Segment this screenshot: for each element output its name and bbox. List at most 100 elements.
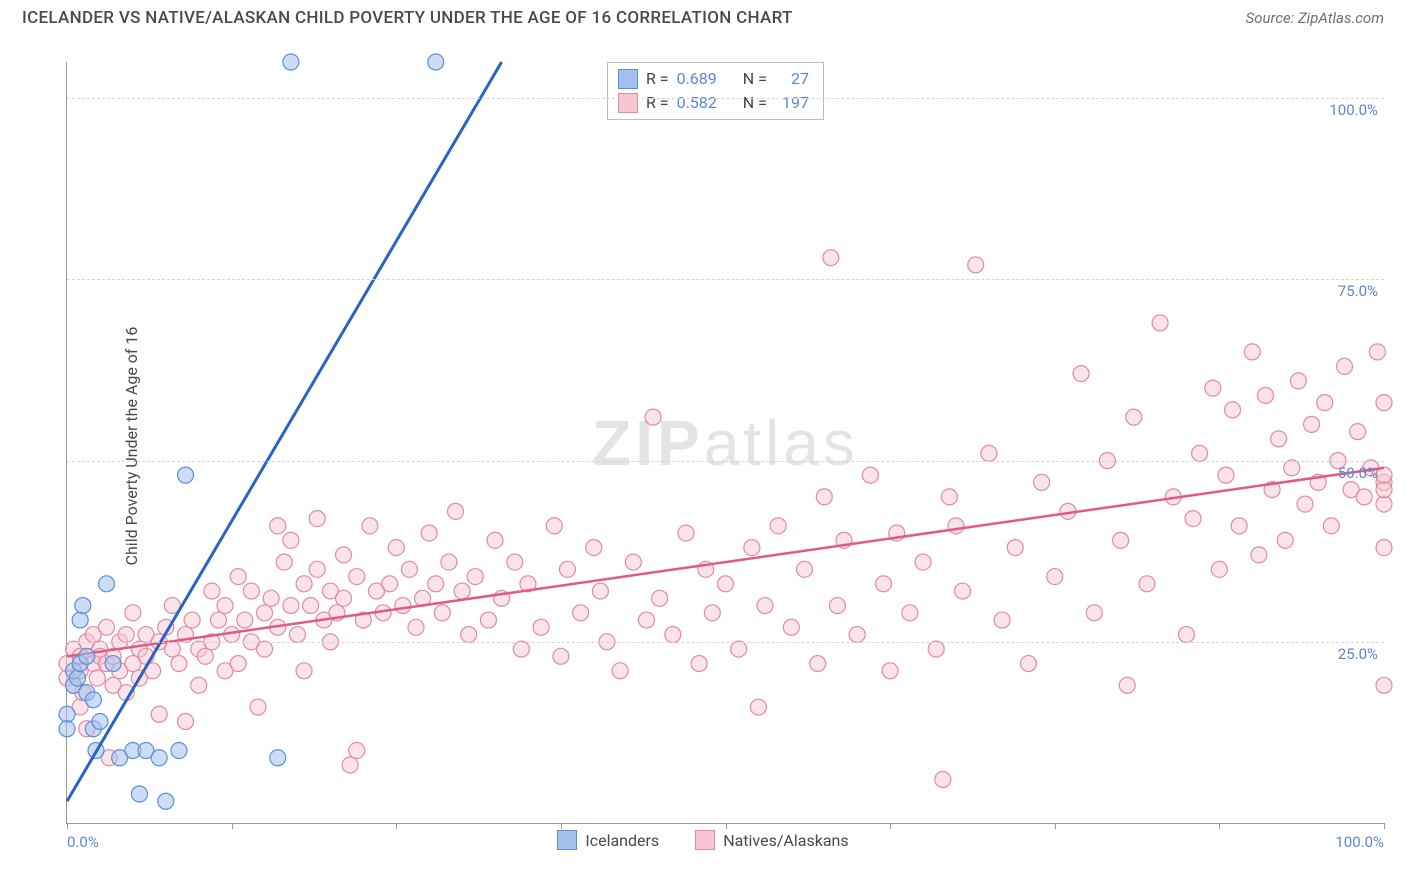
- data-point: [718, 576, 734, 592]
- data-point: [678, 525, 694, 541]
- stats-row: R =0.689N =27: [618, 67, 809, 91]
- gridline-h: [67, 279, 1384, 280]
- data-point: [744, 540, 760, 556]
- legend-item: Natives/Alaskans: [695, 830, 848, 850]
- series-swatch: [618, 93, 638, 113]
- data-point: [289, 627, 305, 643]
- data-point: [388, 540, 404, 556]
- data-point: [573, 605, 589, 621]
- data-point: [1073, 366, 1089, 382]
- data-point: [118, 627, 134, 643]
- data-point: [342, 757, 358, 773]
- series-swatch: [695, 830, 715, 850]
- data-point: [1277, 532, 1293, 548]
- data-point: [823, 250, 839, 266]
- data-point: [85, 692, 101, 708]
- legend: Icelanders Natives/Alaskans: [22, 830, 1384, 850]
- data-point: [1119, 677, 1135, 693]
- data-point: [184, 612, 200, 628]
- x-tick: [1055, 823, 1056, 829]
- data-point: [1185, 511, 1201, 527]
- data-point: [421, 525, 437, 541]
- data-point: [296, 663, 312, 679]
- data-point: [191, 677, 207, 693]
- data-point: [546, 518, 562, 534]
- data-point: [408, 619, 424, 635]
- data-point: [1047, 569, 1063, 585]
- data-point: [1317, 395, 1333, 411]
- legend-label: Icelanders: [585, 831, 659, 850]
- data-point: [89, 670, 105, 686]
- data-point: [480, 612, 496, 628]
- data-point: [197, 648, 213, 664]
- data-point: [1126, 409, 1142, 425]
- data-point: [75, 598, 91, 614]
- data-point: [362, 518, 378, 534]
- chart-container: Child Poverty Under the Age of 16 ZIPatl…: [22, 40, 1384, 852]
- data-point: [487, 532, 503, 548]
- data-point: [336, 547, 352, 563]
- data-point: [454, 583, 470, 599]
- x-tick: [1384, 823, 1385, 829]
- data-point: [1304, 416, 1320, 432]
- data-point: [849, 627, 865, 643]
- data-point: [902, 605, 918, 621]
- data-point: [1113, 532, 1129, 548]
- data-point: [270, 750, 286, 766]
- r-label: R =: [646, 91, 669, 115]
- data-point: [151, 750, 167, 766]
- data-point: [283, 598, 299, 614]
- data-point: [59, 721, 75, 737]
- data-point: [981, 445, 997, 461]
- data-point: [270, 518, 286, 534]
- data-point: [131, 786, 147, 802]
- data-point: [750, 699, 766, 715]
- data-point: [178, 714, 194, 730]
- data-point: [1034, 474, 1050, 490]
- data-point: [309, 511, 325, 527]
- data-point: [783, 619, 799, 635]
- data-point: [1152, 315, 1168, 331]
- gridline-h: [67, 461, 1384, 462]
- x-tick: [1219, 823, 1220, 829]
- data-point: [1251, 547, 1267, 563]
- data-point: [1244, 344, 1260, 360]
- x-tick: [232, 823, 233, 829]
- gridline-h: [67, 642, 1384, 643]
- data-point: [882, 663, 898, 679]
- x-tick: [67, 823, 68, 829]
- data-point: [1139, 576, 1155, 592]
- data-point: [1257, 387, 1273, 403]
- data-point: [92, 714, 108, 730]
- data-point: [935, 772, 951, 788]
- data-point: [941, 489, 957, 505]
- data-point: [461, 627, 477, 643]
- data-point: [382, 576, 398, 592]
- data-point: [1350, 424, 1366, 440]
- data-point: [237, 612, 253, 628]
- n-value: 27: [775, 67, 809, 91]
- data-point: [1376, 540, 1392, 556]
- data-point: [243, 583, 259, 599]
- data-point: [59, 706, 75, 722]
- data-point: [79, 648, 95, 664]
- data-point: [178, 467, 194, 483]
- data-point: [204, 583, 220, 599]
- data-point: [1218, 467, 1234, 483]
- data-point: [1231, 518, 1247, 534]
- data-point: [1192, 445, 1208, 461]
- data-point: [99, 576, 115, 592]
- data-point: [276, 554, 292, 570]
- data-point: [625, 554, 641, 570]
- data-point: [309, 561, 325, 577]
- y-tick-label: 100.0%: [1329, 101, 1378, 119]
- n-label: N =: [743, 91, 767, 115]
- source-label: Source: ZipAtlas.com: [1246, 9, 1384, 27]
- data-point: [968, 257, 984, 273]
- data-point: [704, 605, 720, 621]
- data-point: [263, 590, 279, 606]
- data-point: [612, 663, 628, 679]
- legend-label: Natives/Alaskans: [723, 831, 848, 850]
- x-tick: [890, 823, 891, 829]
- y-tick-label: 25.0%: [1338, 645, 1378, 663]
